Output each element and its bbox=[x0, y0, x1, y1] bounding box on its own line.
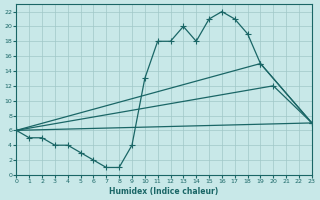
X-axis label: Humidex (Indice chaleur): Humidex (Indice chaleur) bbox=[109, 187, 219, 196]
